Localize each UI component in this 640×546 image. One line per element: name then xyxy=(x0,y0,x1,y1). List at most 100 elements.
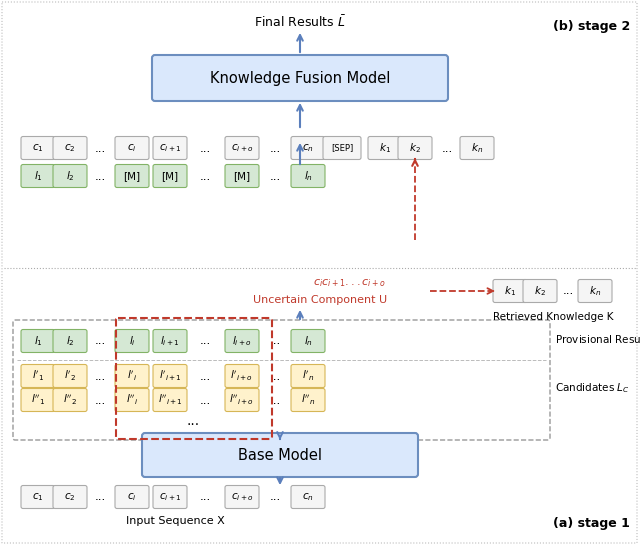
Text: Knowledge Fusion Model: Knowledge Fusion Model xyxy=(210,70,390,86)
Text: [M]: [M] xyxy=(124,171,141,181)
Text: $k_n$: $k_n$ xyxy=(589,284,601,298)
FancyBboxPatch shape xyxy=(115,485,149,508)
Text: $l'_2$: $l'_2$ xyxy=(64,369,76,383)
Text: ...: ... xyxy=(200,169,211,182)
Text: $l''_i$: $l''_i$ xyxy=(126,393,138,407)
Text: ...: ... xyxy=(563,284,573,298)
Text: [SEP]: [SEP] xyxy=(331,144,353,152)
FancyBboxPatch shape xyxy=(53,136,87,159)
Text: ...: ... xyxy=(200,370,211,383)
FancyBboxPatch shape xyxy=(21,389,55,412)
Text: $l'_{i+o}$: $l'_{i+o}$ xyxy=(230,369,253,383)
FancyBboxPatch shape xyxy=(291,365,325,388)
Text: $l''_n$: $l''_n$ xyxy=(301,393,315,407)
Text: $c_2$: $c_2$ xyxy=(64,142,76,154)
Text: ...: ... xyxy=(200,490,211,503)
FancyBboxPatch shape xyxy=(291,164,325,187)
Text: ...: ... xyxy=(94,141,106,155)
Text: $k_2$: $k_2$ xyxy=(409,141,421,155)
Text: $l_1$: $l_1$ xyxy=(33,334,42,348)
Text: $l_n$: $l_n$ xyxy=(303,334,312,348)
FancyBboxPatch shape xyxy=(153,136,187,159)
FancyBboxPatch shape xyxy=(153,164,187,187)
FancyBboxPatch shape xyxy=(21,136,55,159)
Text: ...: ... xyxy=(442,141,452,155)
Text: (b) stage 2: (b) stage 2 xyxy=(553,20,630,33)
Text: Provisional Result $L_p$: Provisional Result $L_p$ xyxy=(555,334,640,348)
Text: $l''_1$: $l''_1$ xyxy=(31,393,45,407)
Text: ...: ... xyxy=(94,370,106,383)
Text: $l_{i+o}$: $l_{i+o}$ xyxy=(232,334,252,348)
Text: ...: ... xyxy=(269,335,280,347)
Text: $l_i$: $l_i$ xyxy=(129,334,136,348)
Text: ...: ... xyxy=(186,414,200,428)
Text: $c_{i+1}$: $c_{i+1}$ xyxy=(159,491,181,503)
Text: (a) stage 1: (a) stage 1 xyxy=(553,517,630,530)
FancyBboxPatch shape xyxy=(460,136,494,159)
Text: $c_2$: $c_2$ xyxy=(64,491,76,503)
Text: $l''_2$: $l''_2$ xyxy=(63,393,77,407)
Text: $k_2$: $k_2$ xyxy=(534,284,546,298)
FancyBboxPatch shape xyxy=(153,365,187,388)
FancyBboxPatch shape xyxy=(291,136,325,159)
Text: $c_n$: $c_n$ xyxy=(302,142,314,154)
FancyBboxPatch shape xyxy=(398,136,432,159)
Text: ...: ... xyxy=(269,370,280,383)
FancyBboxPatch shape xyxy=(153,485,187,508)
Text: $l_2$: $l_2$ xyxy=(66,169,74,183)
FancyBboxPatch shape xyxy=(368,136,402,159)
FancyBboxPatch shape xyxy=(21,164,55,187)
FancyBboxPatch shape xyxy=(115,136,149,159)
Text: $l_{i+1}$: $l_{i+1}$ xyxy=(160,334,180,348)
Text: $c_1$: $c_1$ xyxy=(32,491,44,503)
Text: $c_{i+o}$: $c_{i+o}$ xyxy=(230,491,253,503)
FancyBboxPatch shape xyxy=(291,485,325,508)
FancyBboxPatch shape xyxy=(225,389,259,412)
FancyBboxPatch shape xyxy=(225,365,259,388)
Text: ...: ... xyxy=(94,394,106,407)
FancyBboxPatch shape xyxy=(291,329,325,353)
Text: $l'_n$: $l'_n$ xyxy=(302,369,314,383)
Text: $c_i$: $c_i$ xyxy=(127,491,137,503)
Text: $l'_{i+1}$: $l'_{i+1}$ xyxy=(159,369,182,383)
FancyBboxPatch shape xyxy=(153,389,187,412)
Text: Final Results $\bar{L}$: Final Results $\bar{L}$ xyxy=(254,14,346,29)
Text: [M]: [M] xyxy=(161,171,179,181)
Text: $c_1$: $c_1$ xyxy=(32,142,44,154)
Text: $c_{i+1}$: $c_{i+1}$ xyxy=(159,142,181,154)
Text: Base Model: Base Model xyxy=(238,448,322,462)
Text: ...: ... xyxy=(269,490,280,503)
Text: $c_ic_{i+1}...c_{i+o}$: $c_ic_{i+1}...c_{i+o}$ xyxy=(314,277,387,289)
FancyBboxPatch shape xyxy=(21,485,55,508)
FancyBboxPatch shape xyxy=(225,329,259,353)
Text: ...: ... xyxy=(200,141,211,155)
FancyBboxPatch shape xyxy=(115,365,149,388)
FancyBboxPatch shape xyxy=(21,329,55,353)
Text: $c_i$: $c_i$ xyxy=(127,142,137,154)
FancyBboxPatch shape xyxy=(53,365,87,388)
Text: ...: ... xyxy=(94,490,106,503)
Text: Input Sequence X: Input Sequence X xyxy=(125,516,225,526)
Text: ...: ... xyxy=(269,141,280,155)
Text: ...: ... xyxy=(94,335,106,347)
FancyBboxPatch shape xyxy=(225,136,259,159)
Text: ...: ... xyxy=(200,335,211,347)
Text: $l_1$: $l_1$ xyxy=(33,169,42,183)
FancyBboxPatch shape xyxy=(53,389,87,412)
Text: ...: ... xyxy=(269,394,280,407)
Text: [M]: [M] xyxy=(234,171,251,181)
Text: $k_n$: $k_n$ xyxy=(471,141,483,155)
Text: ...: ... xyxy=(94,169,106,182)
FancyBboxPatch shape xyxy=(115,329,149,353)
FancyBboxPatch shape xyxy=(493,280,527,302)
Text: $l''_{i+1}$: $l''_{i+1}$ xyxy=(157,393,182,407)
Text: $l_2$: $l_2$ xyxy=(66,334,74,348)
FancyBboxPatch shape xyxy=(225,164,259,187)
FancyBboxPatch shape xyxy=(323,136,361,159)
Text: $l'_i$: $l'_i$ xyxy=(127,369,137,383)
FancyBboxPatch shape xyxy=(53,485,87,508)
FancyBboxPatch shape xyxy=(153,329,187,353)
Text: ...: ... xyxy=(269,169,280,182)
FancyBboxPatch shape xyxy=(53,329,87,353)
Text: $c_{i+o}$: $c_{i+o}$ xyxy=(230,142,253,154)
